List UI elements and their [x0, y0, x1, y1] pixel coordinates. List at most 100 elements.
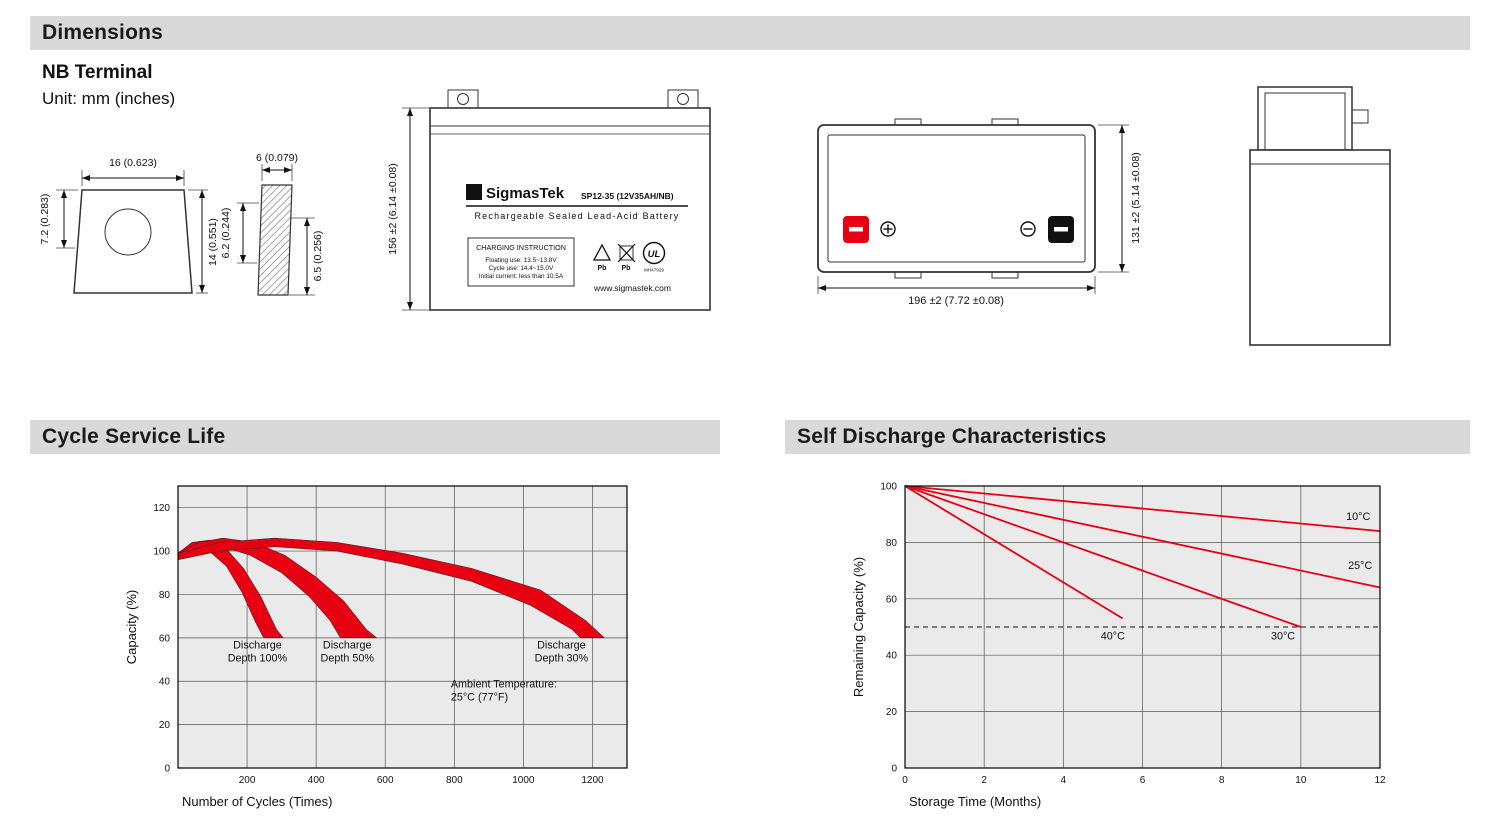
website-url: www.sigmastek.com — [593, 283, 671, 293]
x-axis-label: Number of Cycles (Times) — [182, 794, 332, 809]
dim-terminal-upper-height: 7.2 (0.283) — [39, 194, 51, 245]
line — [617, 243, 636, 263]
case-tab — [894, 271, 922, 279]
terminal-post-right — [667, 89, 699, 109]
y-tick-label: 20 — [886, 707, 898, 718]
section-title-dimensions: Dimensions — [42, 21, 164, 44]
tspan: Depth 30% — [535, 653, 589, 665]
terminal-hole — [104, 208, 152, 256]
y-tick-label: 120 — [153, 503, 170, 514]
charging-line-3: Initial current: less than 10.5A — [479, 273, 564, 280]
chart-annotation: Discharge Depth 100% — [228, 640, 288, 665]
series-30°C — [904, 485, 1302, 628]
pb-label-1: Pb — [598, 265, 607, 272]
side-body — [1249, 149, 1391, 346]
y-tick-label: 80 — [159, 590, 171, 601]
y-tick-label: 40 — [159, 677, 171, 688]
plot-area — [178, 486, 627, 768]
charging-title: CHARGING INSTRUCTION — [476, 243, 566, 252]
cycle-life-chart-figure: 200 400 600 800 1000 1200 0 20 40 60 80 100 120 Numbe… — [100, 465, 660, 820]
x-tick-label: 1000 — [512, 775, 535, 786]
chart-annotation: Discharge Depth 50% — [321, 640, 375, 665]
case-tab — [991, 271, 1019, 279]
x-tick-label: 0 — [902, 775, 908, 786]
battery-body — [429, 107, 711, 311]
x-tick-label: 600 — [377, 775, 394, 786]
y-tick-label: 100 — [880, 482, 897, 493]
self-discharge-chart: 0 2 4 6 8 10 12 0 20 40 60 80 100 Storage Time (Month… — [851, 482, 1386, 810]
brand-name: SigmasTek — [486, 185, 565, 202]
unit-label: Unit: mm (inches) — [42, 89, 176, 108]
sigma-glyph: Σ — [470, 186, 477, 200]
charging-instruction-box — [467, 237, 575, 287]
dim-top-height: 131 ±2 (5.14 ±0.08) — [1130, 152, 1142, 244]
tspan: Discharge — [537, 640, 586, 652]
tspan: 40°C — [1101, 631, 1125, 643]
terminal-post-left — [447, 89, 479, 109]
tspan: Depth 100% — [228, 653, 288, 665]
top-view-outline — [817, 124, 1096, 273]
ul-letters: UL — [648, 249, 661, 260]
plot-border — [904, 485, 1381, 769]
x-tick-label: 800 — [446, 775, 463, 786]
x-tick-label: 4 — [1061, 775, 1067, 786]
dim-terminal-height: 14 (0.551) — [207, 218, 219, 266]
y-axis-label: Remaining Capacity (%) — [851, 557, 866, 697]
y-tick-label: 60 — [886, 594, 898, 605]
band-Discharge Depth 30% — [177, 537, 606, 639]
y-tick-label: 40 — [886, 651, 898, 662]
section-header-cycle-life: Cycle Service Life — [30, 420, 720, 454]
battery-top-view: 196 ±2 (7.72 ±0.08) 131 ±2 (5.14 ±0.08) — [817, 118, 1142, 307]
case-tab — [991, 118, 1019, 126]
section-header-dimensions: Dimensions — [30, 16, 1470, 50]
dim-terminal-width: 16 (0.623) — [109, 157, 157, 169]
series-25°C — [904, 485, 1381, 589]
tspan: 10°C — [1346, 511, 1370, 523]
dim-section-left-height: 6.2 (0.244) — [220, 208, 232, 259]
terminal-outline — [73, 189, 193, 294]
x-tick-label: 8 — [1219, 775, 1225, 786]
y-tick-label: 60 — [159, 633, 171, 644]
nb-terminal-section-drawing: 6 (0.079) 6.2 (0.244) 6.5 (0.256) — [220, 152, 324, 296]
side-terminal-inner — [1264, 92, 1346, 151]
chart-annotation: 40°C — [1101, 631, 1125, 643]
x-tick-label: 6 — [1140, 775, 1146, 786]
x-axis-label: Storage Time (Months) — [909, 794, 1041, 809]
battery-front-view: Σ SigmasTek SP12-35 (12V35AH/NB) Recharg… — [387, 89, 711, 311]
y-axis-label: Capacity (%) — [124, 590, 139, 664]
self-discharge-chart-figure: 0 2 4 6 8 10 12 0 20 40 60 80 100 Storage Time (Month… — [830, 465, 1400, 820]
y-tick-label: 80 — [886, 538, 898, 549]
x-tick-label: 12 — [1374, 775, 1386, 786]
chart-annotation: Ambient Temperature: 25°C (77°F) — [451, 679, 557, 704]
charging-line-2: Cycle use: 14.4~15.0V — [489, 265, 554, 272]
model-number: SP12-35 (12V35AH/NB) — [581, 191, 674, 201]
y-tick-label: 0 — [891, 764, 897, 775]
ln2 — [677, 93, 689, 105]
pb-label-2: Pb — [622, 265, 631, 272]
dim-section-width: 6 (0.079) — [256, 152, 298, 164]
ul-file-number: MH47929 — [644, 268, 664, 273]
top-view-inner — [827, 134, 1086, 263]
y-tick-label: 100 — [153, 547, 170, 558]
circle — [880, 221, 896, 237]
terminal-type-label: NB Terminal — [42, 62, 153, 83]
chart-annotation: 30°C — [1271, 631, 1295, 643]
x-tick-label: 400 — [308, 775, 325, 786]
dim-front-height: 156 ±2 (6.14 ±0.08) — [387, 163, 399, 255]
series-10°C — [904, 485, 1381, 532]
section-header-self-discharge: Self Discharge Characteristics — [785, 420, 1470, 454]
tspan: 25°C — [1348, 560, 1372, 572]
no-trash-icon — [617, 243, 636, 263]
tspan: Depth 50% — [321, 653, 375, 665]
dim-section-right-height: 6.5 (0.256) — [312, 231, 324, 282]
terminal-tab — [1351, 109, 1369, 124]
cycle-life-chart: 200 400 600 800 1000 1200 0 20 40 60 80 100 120 Numbe… — [124, 485, 628, 809]
x-tick-label: 2 — [981, 775, 987, 786]
plot-border — [177, 485, 628, 769]
chart-annotation: 25°C — [1348, 560, 1372, 572]
plus-circle-symbol — [880, 221, 896, 237]
charging-line-1: Floating use: 13.5~13.8V — [485, 257, 557, 264]
terminal-red-slot — [849, 227, 863, 232]
chart-annotation: 10°C — [1346, 511, 1370, 523]
x-tick-label: 200 — [239, 775, 256, 786]
